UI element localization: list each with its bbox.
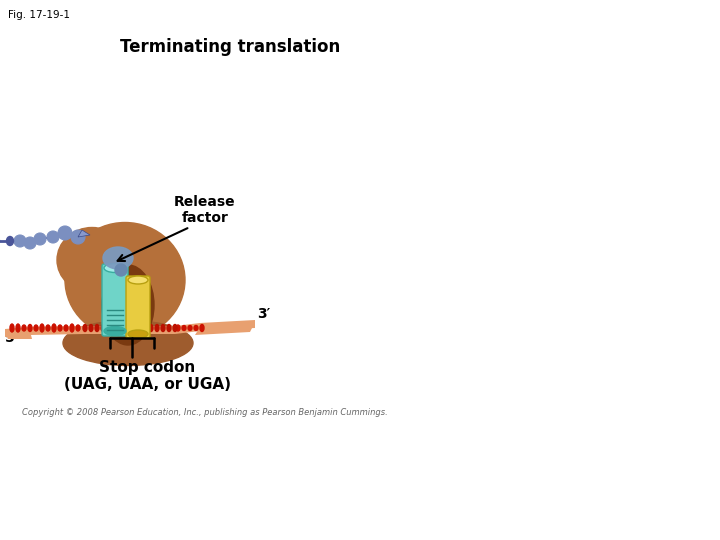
Ellipse shape	[34, 325, 38, 331]
Ellipse shape	[47, 231, 59, 243]
Text: (UAG, UAA, or UGA): (UAG, UAA, or UGA)	[63, 377, 230, 392]
Ellipse shape	[167, 325, 171, 332]
Ellipse shape	[104, 327, 126, 335]
Ellipse shape	[76, 324, 80, 332]
Text: Stop codon: Stop codon	[99, 360, 195, 375]
Ellipse shape	[40, 325, 44, 331]
FancyBboxPatch shape	[126, 276, 150, 338]
Ellipse shape	[65, 222, 185, 338]
Ellipse shape	[161, 325, 165, 332]
Ellipse shape	[128, 330, 148, 338]
Ellipse shape	[200, 325, 204, 332]
Ellipse shape	[125, 325, 129, 332]
Polygon shape	[5, 331, 32, 339]
Ellipse shape	[143, 325, 147, 332]
Ellipse shape	[131, 325, 135, 332]
Ellipse shape	[102, 265, 154, 345]
Text: Copyright © 2008 Pearson Education, Inc., publishing as Pearson Benjamin Cumming: Copyright © 2008 Pearson Education, Inc.…	[22, 408, 388, 417]
Ellipse shape	[24, 237, 36, 249]
FancyBboxPatch shape	[102, 264, 128, 336]
Ellipse shape	[113, 325, 117, 332]
Ellipse shape	[104, 264, 126, 273]
Text: 5′: 5′	[5, 331, 19, 345]
Ellipse shape	[70, 325, 74, 332]
Ellipse shape	[16, 325, 20, 332]
Ellipse shape	[52, 324, 56, 332]
Polygon shape	[5, 320, 255, 337]
Text: 3′: 3′	[257, 307, 270, 321]
Ellipse shape	[89, 325, 93, 332]
Ellipse shape	[101, 325, 105, 332]
Ellipse shape	[58, 325, 62, 331]
Ellipse shape	[10, 325, 14, 331]
Polygon shape	[78, 230, 90, 237]
Ellipse shape	[137, 325, 141, 332]
Ellipse shape	[83, 325, 87, 332]
Ellipse shape	[155, 325, 159, 332]
Ellipse shape	[58, 226, 72, 240]
Polygon shape	[195, 322, 255, 335]
Ellipse shape	[103, 247, 133, 269]
Ellipse shape	[115, 264, 127, 276]
Ellipse shape	[149, 325, 153, 332]
Ellipse shape	[64, 324, 68, 332]
Ellipse shape	[34, 233, 46, 245]
Text: Fig. 17-19-1: Fig. 17-19-1	[8, 10, 70, 20]
Ellipse shape	[63, 321, 193, 366]
Ellipse shape	[71, 230, 85, 244]
Ellipse shape	[22, 324, 26, 332]
Ellipse shape	[46, 325, 50, 332]
Text: Release
factor: Release factor	[174, 195, 236, 225]
Ellipse shape	[119, 325, 123, 332]
Ellipse shape	[57, 227, 127, 293]
Ellipse shape	[28, 325, 32, 331]
Ellipse shape	[188, 325, 192, 331]
Ellipse shape	[194, 326, 198, 330]
Text: Terminating translation: Terminating translation	[120, 38, 340, 56]
Ellipse shape	[6, 237, 14, 246]
Ellipse shape	[95, 325, 99, 332]
Ellipse shape	[107, 325, 111, 332]
Ellipse shape	[14, 235, 26, 247]
Ellipse shape	[182, 326, 186, 330]
Ellipse shape	[128, 276, 148, 284]
Ellipse shape	[173, 325, 177, 332]
Ellipse shape	[176, 326, 180, 330]
